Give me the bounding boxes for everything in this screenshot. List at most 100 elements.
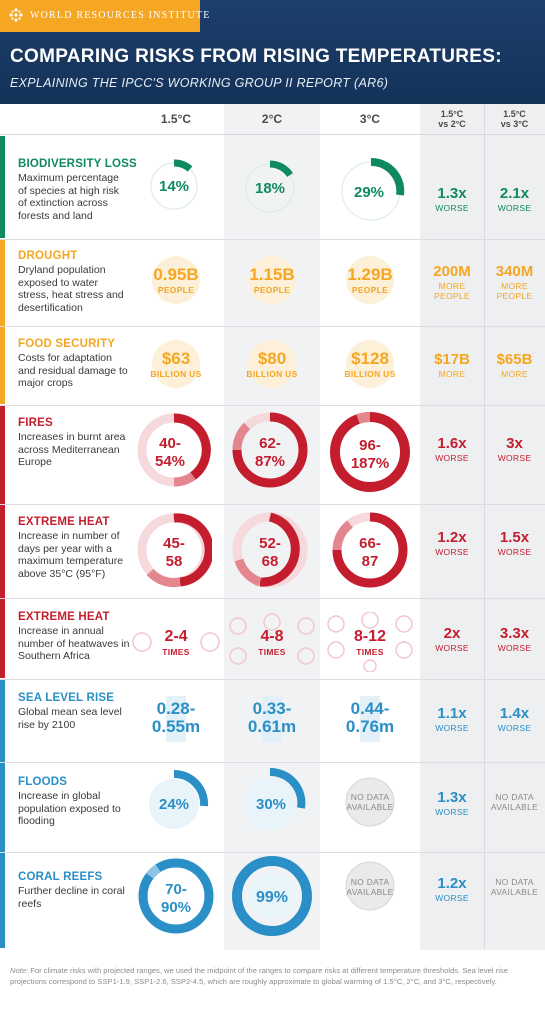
compare-fires-2c: 1.6x WORSE bbox=[420, 436, 484, 464]
compare-drought-3c: 340M MORE PEOPLE bbox=[484, 264, 545, 301]
compare-value: 1.2x bbox=[437, 529, 467, 546]
compare-unit: WORSE bbox=[497, 203, 532, 213]
value-text: 4-8 bbox=[260, 628, 284, 645]
footnote-label: Note: bbox=[10, 966, 29, 975]
gauge-fires-3c: 96- 187% bbox=[330, 412, 410, 492]
compare-value: 1.4x bbox=[499, 705, 530, 722]
wheat-icon bbox=[152, 340, 200, 388]
gauge-fires-1-5c: 40- 54% bbox=[137, 413, 211, 487]
gauge-coral-2c: 99% bbox=[232, 856, 312, 936]
compare-biodiversity-3c: 2.1x WORSE bbox=[484, 186, 545, 214]
nodata-line-1: NO DATA bbox=[350, 792, 390, 802]
column-header-3c: 3°C bbox=[359, 112, 381, 126]
row-title-fires: FIRES bbox=[18, 417, 53, 429]
footnote-text: For climate risks with projected ranges,… bbox=[10, 966, 508, 986]
row-title-floods: FLOODS bbox=[18, 776, 68, 788]
value-food-3c: $128 BILLION US bbox=[324, 334, 416, 394]
column-header-compare-2c-top: 1.5°C bbox=[440, 109, 464, 119]
value-heatwaves-1-5c: 2-4 TIMES bbox=[128, 612, 224, 672]
row-title-food-security: FOOD SECURITY bbox=[18, 338, 116, 350]
value-heat-days-3c-top: 66- bbox=[359, 535, 381, 552]
compare-coral-2c: 1.2x WORSE bbox=[420, 876, 484, 904]
compare-heatwaves-3c: 3.3x WORSE bbox=[484, 626, 545, 654]
value-text: $63 bbox=[161, 349, 191, 368]
compare-food-2c: $17B MORE bbox=[420, 352, 484, 380]
value-text-bottom: 0.55m bbox=[151, 717, 201, 736]
compare-unit: WORSE bbox=[497, 453, 532, 463]
value-floods-1-5c: 24% bbox=[159, 796, 189, 813]
value-biodiversity-3c: 29% bbox=[354, 184, 384, 201]
value-heat-days-2c-bottom: 68 bbox=[262, 553, 279, 570]
row-divider bbox=[0, 852, 545, 853]
column-header-compare-3c: 1.5°C vs 3°C bbox=[484, 104, 545, 134]
compare-drought-2c: 200M MORE PEOPLE bbox=[420, 264, 484, 301]
compare-unit: WORSE bbox=[497, 723, 532, 733]
value-drought-2c: 1.15B PEOPLE bbox=[226, 250, 318, 310]
value-coral-1-5c-bottom: 90% bbox=[161, 899, 191, 916]
column-bg-compare-3c bbox=[484, 104, 545, 950]
value-heat-days-3c-bottom: 87 bbox=[362, 553, 379, 570]
compare-sea-level-3c: 1.4x WORSE bbox=[484, 706, 545, 734]
compare-value: $17B bbox=[434, 351, 470, 368]
heatwave-sun-icons bbox=[132, 632, 220, 652]
value-floods-2c: 30% bbox=[256, 796, 286, 813]
compare-value: 1.1x bbox=[437, 705, 467, 722]
nodata-coral-3c: NO DATA AVAILABLE bbox=[320, 877, 420, 897]
value-text: 8-12 bbox=[353, 628, 387, 645]
nodata-line-1: NO DATA bbox=[495, 792, 534, 802]
footnote: Note: For climate risks with projected r… bbox=[10, 966, 535, 987]
value-text: 2-4 bbox=[164, 628, 188, 645]
row-divider bbox=[0, 405, 545, 406]
row-desc-extreme-heat-days: Increase in number of days per year with… bbox=[18, 530, 124, 580]
value-biodiversity-1-5c: 14% bbox=[159, 178, 189, 195]
column-header-compare-2c: 1.5°C vs 2°C bbox=[420, 104, 484, 134]
value-text-top: 0.44- bbox=[350, 699, 390, 718]
compare-value: 2x bbox=[443, 625, 461, 642]
value-coral-2c: 99% bbox=[256, 889, 288, 906]
row-divider bbox=[0, 762, 545, 763]
value-text: 1.15B bbox=[249, 265, 295, 284]
column-header-compare-3c-top: 1.5°C bbox=[503, 109, 526, 119]
row-desc-food-security: Costs for adaptation and residual damage… bbox=[18, 352, 128, 389]
unit-text: BILLION US bbox=[150, 369, 202, 379]
compare-value: 3x bbox=[506, 435, 523, 452]
compare-unit: MORE bbox=[438, 369, 466, 379]
value-heatwaves-3c: 8-12 TIMES bbox=[320, 612, 420, 672]
unit-text: BILLION US bbox=[344, 369, 396, 379]
row-title-drought: DROUGHT bbox=[18, 250, 78, 262]
compare-value: 1.3x bbox=[437, 789, 467, 806]
org-logo-bar[interactable]: WORLD RESOURCES INSTITUTE bbox=[0, 0, 209, 32]
value-heat-days-2c-top: 52- bbox=[259, 535, 281, 552]
compare-unit: WORSE bbox=[435, 203, 469, 213]
value-fires-3c-top: 96- bbox=[359, 437, 381, 454]
value-drought-3c: 1.29B PEOPLE bbox=[324, 250, 416, 310]
sun-icon bbox=[248, 256, 296, 304]
compare-unit: WORSE bbox=[435, 893, 469, 903]
value-fires-1-5c-bottom: 54% bbox=[155, 453, 185, 470]
row-desc-extreme-heat-waves: Increase in annual number of heatwaves i… bbox=[18, 625, 130, 662]
gauge-heat-days-1-5c: 45- 58 bbox=[137, 513, 212, 588]
header-banner: WORLD RESOURCES INSTITUTE COMPARING RISK… bbox=[0, 0, 545, 104]
compare-unit: WORSE bbox=[435, 723, 469, 733]
unit-text: TIMES bbox=[162, 647, 190, 657]
column-header-1-5c: 1.5°C bbox=[160, 112, 192, 126]
header-divider bbox=[0, 134, 545, 135]
value-fires-1-5c-top: 40- bbox=[159, 435, 181, 452]
compare-value: 3.3x bbox=[499, 625, 530, 642]
value-heat-days-1-5c-bottom: 58 bbox=[166, 553, 183, 570]
unit-text: PEOPLE bbox=[253, 285, 291, 295]
wheat-icon bbox=[248, 340, 296, 388]
page-title: COMPARING RISKS FROM RISING TEMPERATURES… bbox=[10, 46, 502, 67]
unit-text: PEOPLE bbox=[351, 285, 389, 295]
value-sea-level-3c: 0.44- 0.76m bbox=[324, 690, 416, 750]
nodata-line-2: AVAILABLE bbox=[346, 802, 394, 812]
gauge-heat-days-2c: 52- 68 bbox=[232, 512, 308, 588]
value-text-bottom: 0.76m bbox=[345, 717, 395, 736]
building-icon bbox=[166, 696, 186, 742]
column-header-2c: 2°C bbox=[261, 112, 283, 126]
heatwave-sun-icons bbox=[327, 612, 413, 672]
compare-unit: WORSE bbox=[435, 453, 469, 463]
sun-icon bbox=[346, 256, 394, 304]
compare-unit: MORE PEOPLE bbox=[434, 281, 470, 301]
compare-unit: MORE bbox=[501, 369, 528, 379]
